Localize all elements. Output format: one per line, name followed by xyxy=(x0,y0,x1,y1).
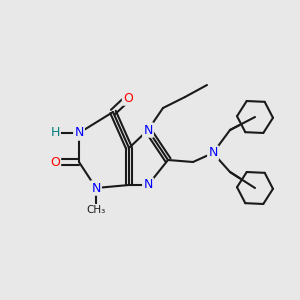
Text: N: N xyxy=(143,178,153,191)
Text: CH₃: CH₃ xyxy=(86,205,106,215)
Text: N: N xyxy=(143,124,153,136)
Text: O: O xyxy=(50,155,60,169)
Text: N: N xyxy=(74,127,84,140)
Text: H: H xyxy=(50,127,60,140)
Text: N: N xyxy=(208,146,218,160)
Text: O: O xyxy=(123,92,133,104)
Text: N: N xyxy=(91,182,101,194)
